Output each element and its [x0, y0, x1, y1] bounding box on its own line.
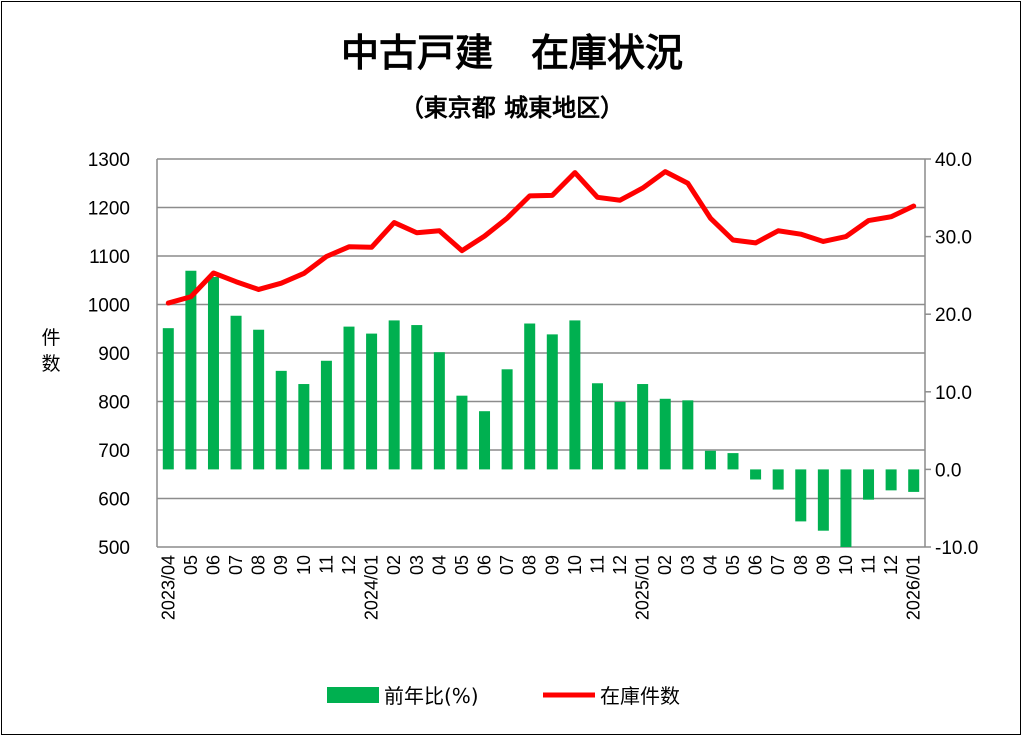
x-tick-label: 06 — [746, 555, 766, 575]
y-tick-label: 1300 — [88, 150, 130, 171]
bar — [320, 360, 332, 470]
bar — [411, 325, 423, 470]
bar — [863, 469, 875, 500]
x-tick-label: 07 — [768, 555, 788, 575]
x-tick-label: 12 — [339, 555, 359, 575]
bar — [479, 411, 491, 470]
bar — [366, 333, 378, 470]
x-tick-label: 05 — [181, 555, 201, 575]
chart-subtitle: （東京都 城東地区） — [400, 94, 624, 122]
bar — [750, 469, 762, 480]
y2-tick-label: 20.0 — [935, 305, 972, 326]
bar — [343, 326, 355, 470]
bar — [546, 334, 558, 470]
bar — [885, 469, 897, 491]
x-tick-label: 05 — [723, 555, 743, 575]
x-tick-label: 2025/01 — [633, 555, 653, 620]
bar — [659, 398, 671, 470]
bar — [275, 370, 287, 470]
y-axis-label-char: 数 — [41, 353, 60, 375]
x-tick-label: 10 — [565, 555, 585, 575]
x-tick-label: 11 — [859, 555, 879, 574]
y-tick-label: 1200 — [88, 199, 130, 220]
legend-swatch-bar — [327, 687, 379, 703]
bar — [230, 315, 242, 470]
bar — [253, 329, 265, 470]
bar — [569, 320, 581, 470]
x-tick-label: 10 — [294, 555, 314, 575]
x-tick-label: 02 — [655, 555, 675, 575]
x-tick-label: 09 — [271, 555, 291, 575]
x-tick-label: 02 — [384, 555, 404, 575]
bar — [704, 450, 716, 470]
y2-tick-label: 10.0 — [935, 383, 972, 404]
y-axis-label-char: 件 — [41, 327, 60, 349]
bar — [524, 323, 536, 470]
x-tick-label: 2024/01 — [362, 555, 382, 620]
x-tick-label: 11 — [587, 555, 607, 574]
y-axis-label: 件数 — [41, 327, 60, 375]
y-tick-label: 500 — [98, 538, 130, 559]
bar — [908, 469, 920, 492]
x-tick-label: 09 — [813, 555, 833, 575]
x-tick-label: 06 — [475, 555, 495, 575]
x-tick-label: 07 — [226, 555, 246, 575]
x-tick-label: 04 — [429, 555, 449, 575]
bar — [817, 469, 829, 531]
bar — [637, 384, 649, 470]
y-tick-label: 600 — [98, 490, 130, 511]
bar — [298, 384, 310, 470]
series-line — [165, 169, 917, 306]
x-tick-label: 12 — [881, 555, 901, 575]
legend-label-bar: 前年比(%) — [384, 684, 479, 708]
x-tick-label: 2023/04 — [158, 555, 178, 620]
y2-tick-label: 0.0 — [935, 460, 961, 481]
x-tick-label: 2026/01 — [904, 555, 924, 620]
x-tick-label: 11 — [316, 555, 336, 574]
bar — [614, 401, 626, 470]
x-tick-label: 08 — [249, 555, 269, 575]
bar — [795, 469, 807, 522]
x-tick-label: 08 — [520, 555, 540, 575]
y-tick-label: 700 — [98, 441, 130, 462]
bar — [501, 369, 513, 470]
legend: 前年比(%) 在庫件数 — [327, 684, 680, 708]
x-tick-label: 04 — [700, 555, 720, 575]
y2-tick-label: 30.0 — [935, 228, 972, 249]
bar — [591, 383, 603, 470]
bar — [682, 400, 694, 470]
x-tick-label: 03 — [678, 555, 698, 575]
y-tick-label: 900 — [98, 344, 130, 365]
x-tick-label: 08 — [791, 555, 811, 575]
bar — [840, 469, 852, 547]
bar — [772, 469, 784, 490]
bar — [185, 270, 197, 470]
y-tick-label: 800 — [98, 393, 130, 414]
bar — [456, 395, 468, 470]
legend-label-line: 在庫件数 — [600, 684, 680, 708]
chart-title: 中古戸建 在庫状況 — [341, 31, 683, 75]
x-tick-label: 10 — [836, 555, 856, 575]
x-tick-label: 09 — [542, 555, 562, 575]
bar — [388, 320, 400, 470]
x-tick-label: 07 — [497, 555, 517, 575]
x-tick-label: 06 — [203, 555, 223, 575]
bar — [433, 352, 445, 470]
y-tick-label: 1000 — [88, 296, 130, 317]
x-tick-label: 05 — [452, 555, 472, 575]
y2-tick-label: -10.0 — [935, 538, 978, 559]
bar — [162, 328, 174, 470]
bar — [207, 276, 219, 470]
y2-tick-label: 40.0 — [935, 150, 972, 171]
x-tick-label: 12 — [610, 555, 630, 575]
y-tick-label: 1100 — [89, 247, 130, 268]
x-tick-label: 03 — [407, 555, 427, 575]
bar — [727, 453, 739, 470]
